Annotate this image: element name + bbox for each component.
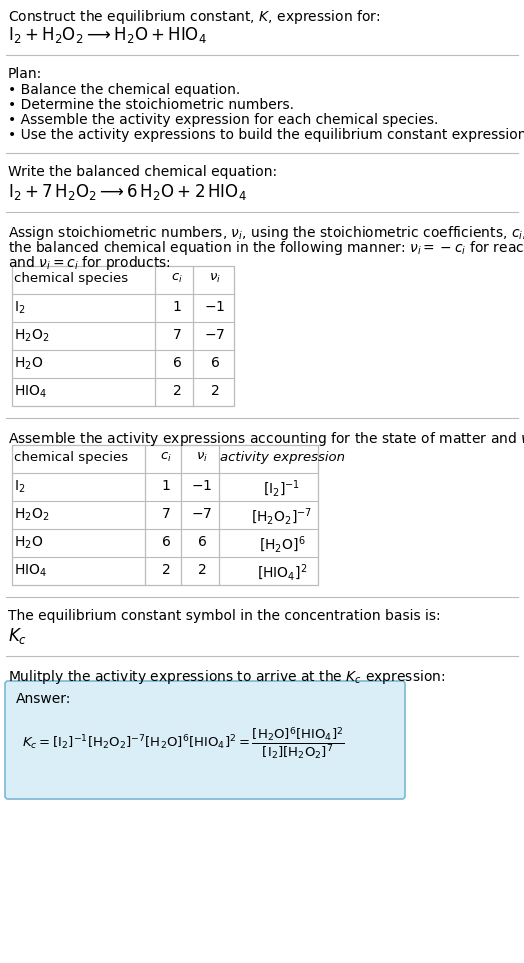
Text: chemical species: chemical species — [14, 451, 128, 464]
Text: 2: 2 — [211, 384, 220, 398]
Text: 6: 6 — [172, 356, 181, 370]
FancyBboxPatch shape — [5, 681, 405, 799]
Text: $\mathrm{H_2O}$: $\mathrm{H_2O}$ — [14, 356, 43, 373]
Text: $[\mathrm{HIO_4}]^{2}$: $[\mathrm{HIO_4}]^{2}$ — [257, 563, 307, 584]
Text: $\mathrm{HIO_4}$: $\mathrm{HIO_4}$ — [14, 384, 47, 401]
Text: and $\nu_i = c_i$ for products:: and $\nu_i = c_i$ for products: — [8, 254, 171, 272]
Text: • Use the activity expressions to build the equilibrium constant expression.: • Use the activity expressions to build … — [8, 128, 524, 142]
Text: Construct the equilibrium constant, $K$, expression for:: Construct the equilibrium constant, $K$,… — [8, 8, 380, 26]
Text: 7: 7 — [172, 328, 181, 342]
Text: 7: 7 — [161, 507, 170, 521]
Text: $\mathrm{I_2}$: $\mathrm{I_2}$ — [14, 479, 26, 495]
Text: chemical species: chemical species — [14, 272, 128, 285]
Text: $c_i$: $c_i$ — [171, 272, 183, 285]
Text: $\mathrm{H_2O_2}$: $\mathrm{H_2O_2}$ — [14, 507, 49, 524]
Text: $\mathrm{I_2}$: $\mathrm{I_2}$ — [14, 300, 26, 317]
Text: 1: 1 — [161, 479, 170, 493]
Text: $[\mathrm{H_2O}]^{6}$: $[\mathrm{H_2O}]^{6}$ — [259, 535, 305, 556]
Text: $\mathrm{I_2 + 7\,H_2O_2 \longrightarrow 6\,H_2O + 2\,HIO_4}$: $\mathrm{I_2 + 7\,H_2O_2 \longrightarrow… — [8, 182, 247, 202]
Text: • Balance the chemical equation.: • Balance the chemical equation. — [8, 83, 240, 97]
Text: • Determine the stoichiometric numbers.: • Determine the stoichiometric numbers. — [8, 98, 294, 112]
Text: $\mathrm{H_2O_2}$: $\mathrm{H_2O_2}$ — [14, 328, 49, 345]
Text: 2: 2 — [172, 384, 181, 398]
Text: $-7$: $-7$ — [204, 328, 226, 342]
Text: $-1$: $-1$ — [204, 300, 226, 314]
Text: Answer:: Answer: — [16, 692, 71, 706]
Text: $[\mathrm{H_2O_2}]^{-7}$: $[\mathrm{H_2O_2}]^{-7}$ — [252, 507, 313, 528]
Text: $-1$: $-1$ — [191, 479, 213, 493]
Text: Write the balanced chemical equation:: Write the balanced chemical equation: — [8, 165, 277, 179]
Text: $-7$: $-7$ — [191, 507, 213, 521]
Text: $\mathrm{H_2O}$: $\mathrm{H_2O}$ — [14, 535, 43, 552]
Text: 6: 6 — [211, 356, 220, 370]
Text: • Assemble the activity expression for each chemical species.: • Assemble the activity expression for e… — [8, 113, 439, 127]
Text: 6: 6 — [198, 535, 206, 549]
Text: 2: 2 — [161, 563, 170, 577]
Text: 2: 2 — [198, 563, 206, 577]
Text: the balanced chemical equation in the following manner: $\nu_i = -c_i$ for react: the balanced chemical equation in the fo… — [8, 239, 524, 257]
Text: $c_i$: $c_i$ — [160, 451, 172, 464]
Text: $\nu_i$: $\nu_i$ — [196, 451, 208, 464]
Text: $K_c = [\mathrm{I_2}]^{-1} [\mathrm{H_2O_2}]^{-7} [\mathrm{H_2O}]^{6} [\mathrm{H: $K_c = [\mathrm{I_2}]^{-1} [\mathrm{H_2O… — [22, 726, 345, 762]
Text: 6: 6 — [161, 535, 170, 549]
Text: $\nu_i$: $\nu_i$ — [209, 272, 221, 285]
Text: activity expression: activity expression — [220, 451, 344, 464]
Text: 1: 1 — [172, 300, 181, 314]
Text: The equilibrium constant symbol in the concentration basis is:: The equilibrium constant symbol in the c… — [8, 609, 441, 623]
Text: Plan:: Plan: — [8, 67, 42, 81]
Text: Assemble the activity expressions accounting for the state of matter and $\nu_i$: Assemble the activity expressions accoun… — [8, 430, 524, 448]
Text: $\mathrm{I_2 + H_2O_2 \longrightarrow H_2O + HIO_4}$: $\mathrm{I_2 + H_2O_2 \longrightarrow H_… — [8, 25, 207, 45]
Text: Mulitply the activity expressions to arrive at the $K_c$ expression:: Mulitply the activity expressions to arr… — [8, 668, 445, 686]
Text: $K_c$: $K_c$ — [8, 626, 27, 646]
Text: Assign stoichiometric numbers, $\nu_i$, using the stoichiometric coefficients, $: Assign stoichiometric numbers, $\nu_i$, … — [8, 224, 524, 242]
Bar — [12, 445, 318, 585]
Text: $[\mathrm{I_2}]^{-1}$: $[\mathrm{I_2}]^{-1}$ — [264, 479, 301, 500]
Bar — [12, 266, 234, 406]
Text: $\mathrm{HIO_4}$: $\mathrm{HIO_4}$ — [14, 563, 47, 580]
